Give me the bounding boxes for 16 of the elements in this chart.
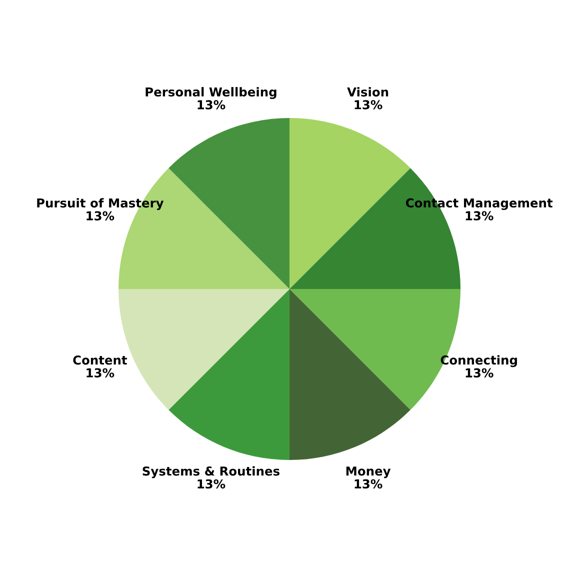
slice-label: Systems & Routines bbox=[142, 466, 280, 478]
data-label: 13% bbox=[466, 368, 494, 378]
data-label: 13% bbox=[198, 100, 226, 110]
data-label: 13% bbox=[86, 211, 114, 220]
data-label: 13% bbox=[354, 100, 382, 110]
data-label: 13% bbox=[466, 211, 494, 220]
data-label: 13% bbox=[354, 479, 382, 489]
pie-slice bbox=[290, 168, 461, 289]
slice-label: Money bbox=[346, 466, 391, 478]
data-label: 13% bbox=[198, 479, 226, 489]
slice-label: Pursuit of Mastery bbox=[37, 198, 164, 210]
pie-slice bbox=[290, 289, 410, 460]
slice-label: Personal Wellbeing bbox=[146, 87, 276, 99]
slice-label: Vision bbox=[347, 87, 388, 97]
slice-label: Content bbox=[73, 355, 128, 365]
data-label: 13% bbox=[86, 368, 114, 378]
